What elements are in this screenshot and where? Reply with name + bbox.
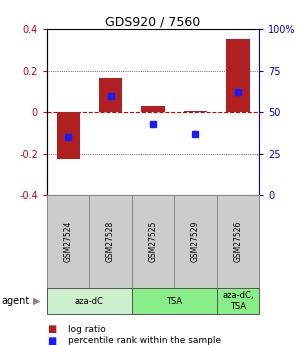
Bar	[174, 195, 217, 288]
Text: GSM27529: GSM27529	[191, 221, 200, 262]
Text: ■: ■	[47, 325, 56, 334]
Bar	[226, 39, 250, 112]
Text: aza-dC,
TSA: aza-dC, TSA	[222, 291, 254, 311]
Text: ■: ■	[47, 336, 56, 345]
Text: GSM27526: GSM27526	[233, 221, 242, 262]
Bar	[47, 288, 132, 314]
Bar	[141, 106, 165, 112]
Text: TSA: TSA	[166, 296, 182, 306]
Text: percentile rank within the sample: percentile rank within the sample	[68, 336, 221, 345]
Bar	[217, 195, 259, 288]
Bar	[132, 195, 174, 288]
Bar	[99, 78, 122, 112]
Text: GSM27525: GSM27525	[148, 221, 158, 262]
Bar	[217, 288, 259, 314]
Bar	[56, 112, 80, 159]
Text: log ratio: log ratio	[68, 325, 106, 334]
Text: GSM27524: GSM27524	[64, 221, 73, 262]
Title: GDS920 / 7560: GDS920 / 7560	[105, 15, 201, 28]
Bar	[184, 111, 207, 112]
Text: GSM27528: GSM27528	[106, 221, 115, 262]
Bar	[132, 288, 217, 314]
Bar	[47, 195, 89, 288]
Text: aza-dC: aza-dC	[75, 296, 104, 306]
Text: ▶: ▶	[33, 296, 41, 306]
Text: agent: agent	[2, 296, 30, 306]
Bar	[89, 195, 132, 288]
